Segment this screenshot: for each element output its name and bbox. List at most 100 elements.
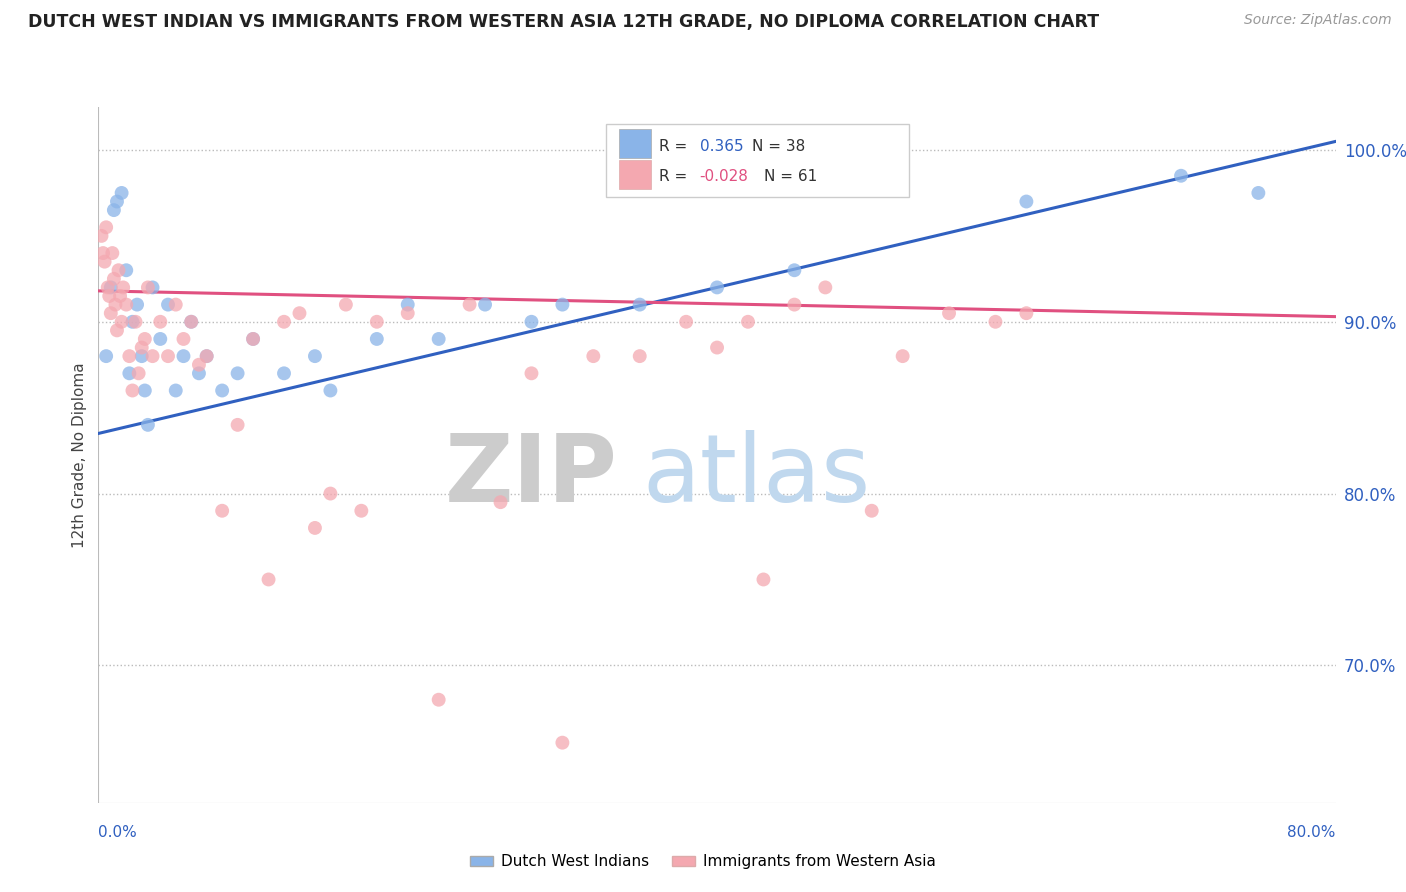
Point [520,315,543,329]
FancyBboxPatch shape [619,129,651,159]
Point [752,573,775,587]
Point [1015,194,1038,209]
Point [304,349,326,363]
Point [100,280,122,294]
Point [165,384,187,398]
Point [458,297,481,311]
Point [107,263,129,277]
Point [136,280,159,294]
Point [938,306,960,320]
Y-axis label: 12th Grade, No Diploma: 12th Grade, No Diploma [72,362,87,548]
FancyBboxPatch shape [606,124,908,197]
Point [149,315,172,329]
Point [118,367,141,381]
Point [783,263,806,277]
Point [96,349,118,363]
Point [304,521,326,535]
Point [111,315,134,329]
Point [157,349,180,363]
Point [100,306,122,320]
FancyBboxPatch shape [619,160,651,189]
Point [396,306,419,320]
Point [91,246,114,260]
Point [335,297,357,311]
Point [396,297,419,311]
Point [142,280,165,294]
Text: DUTCH WEST INDIAN VS IMMIGRANTS FROM WESTERN ASIA 12TH GRADE, NO DIPLOMA CORRELA: DUTCH WEST INDIAN VS IMMIGRANTS FROM WES… [28,13,1099,31]
Point [706,280,728,294]
Point [984,315,1007,329]
Point [366,332,388,346]
Point [105,194,128,209]
Point [520,367,543,381]
Point [127,297,149,311]
Point [474,297,496,311]
Point [118,349,141,363]
Point [131,341,153,355]
Point [814,280,837,294]
Point [103,203,125,218]
Point [121,315,143,329]
Point [188,358,211,372]
Point [90,228,112,243]
Point [128,367,150,381]
Point [134,332,156,346]
Point [226,367,249,381]
Point [142,349,165,363]
Text: Source: ZipAtlas.com: Source: ZipAtlas.com [1244,13,1392,28]
Point [242,332,264,346]
Point [783,297,806,311]
Point [582,349,605,363]
Point [1170,169,1192,183]
Point [427,332,450,346]
Point [427,692,450,706]
Point [350,504,373,518]
Text: -0.028: -0.028 [700,169,748,185]
Point [134,384,156,398]
Point [891,349,914,363]
Point [97,280,120,294]
Point [121,384,143,398]
Point [173,349,195,363]
Point [101,246,124,260]
Point [112,280,135,294]
Text: ZIP: ZIP [446,430,619,522]
Point [136,417,159,432]
Point [706,341,728,355]
Point [273,367,295,381]
Point [173,332,195,346]
Point [124,315,146,329]
Point [628,297,651,311]
Point [98,289,121,303]
Point [489,495,512,509]
Text: N = 38: N = 38 [752,139,806,154]
Point [96,220,118,235]
Point [93,254,115,268]
Point [257,573,280,587]
Point [211,384,233,398]
Point [288,306,311,320]
Point [149,332,172,346]
Text: 0.365: 0.365 [700,139,744,154]
Point [860,504,883,518]
Point [115,263,138,277]
Point [115,297,138,311]
Point [188,367,211,381]
Point [1015,306,1038,320]
Text: 80.0%: 80.0% [1288,825,1336,840]
Point [157,297,180,311]
Point [180,315,202,329]
Point [319,384,342,398]
Point [131,349,153,363]
Text: N = 61: N = 61 [763,169,817,185]
Point [195,349,218,363]
Point [103,272,125,286]
Text: R =: R = [659,139,692,154]
Legend: Dutch West Indians, Immigrants from Western Asia: Dutch West Indians, Immigrants from West… [464,848,942,875]
Text: atlas: atlas [643,430,872,522]
Point [104,297,127,311]
Point [111,186,134,200]
Point [551,297,574,311]
Point [180,315,202,329]
Text: R =: R = [659,169,692,185]
